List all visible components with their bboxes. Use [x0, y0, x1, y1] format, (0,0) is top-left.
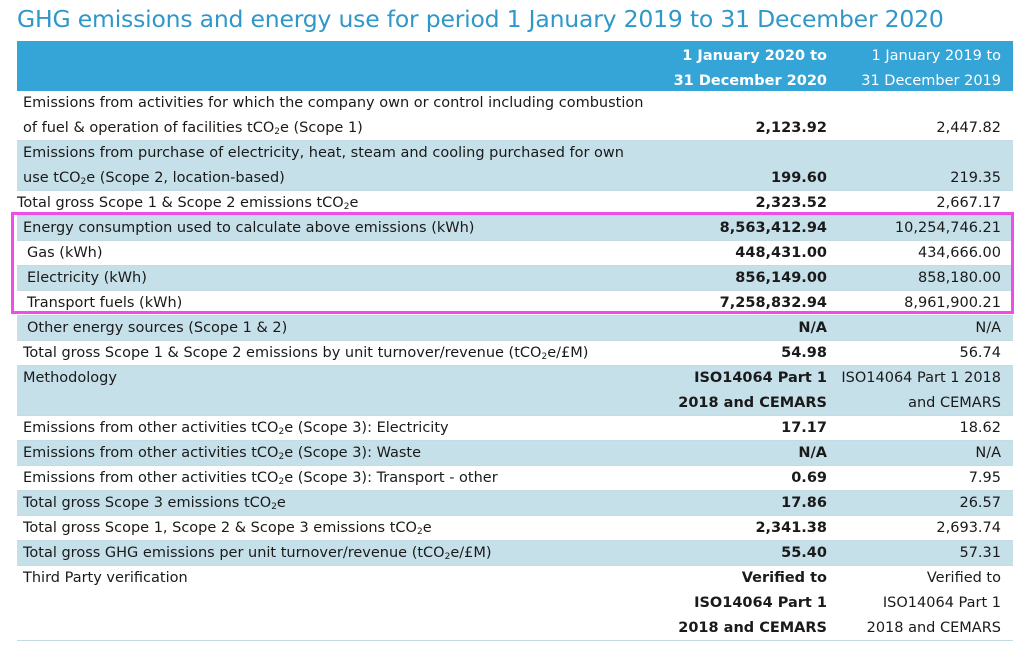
- value-2019: 858,180.00: [917, 270, 1001, 286]
- row-label: Total gross Scope 1 & Scope 2 emissions …: [17, 195, 359, 212]
- row-label: Total gross GHG emissions per unit turno…: [23, 545, 492, 562]
- value-2020: 55.40: [781, 545, 827, 561]
- value-2019: 2,447.82: [936, 120, 1001, 136]
- value-2020: 8,563,412.94: [719, 220, 827, 236]
- value-2019: 2,693.74: [936, 520, 1001, 536]
- row-label: Energy consumption used to calculate abo…: [23, 220, 475, 236]
- table-row: Total gross Scope 1 & Scope 2 emissions …: [17, 341, 1013, 366]
- row-label: Emissions from other activities tCO2e (S…: [23, 470, 498, 487]
- table-row: Emissions from other activities tCO2e (S…: [17, 466, 1013, 491]
- table-row: Emissions from activities for which the …: [17, 91, 1013, 141]
- value-2020: ISO14064 Part 1 2018 and CEMARS: [678, 370, 827, 411]
- table-row: Emissions from other activities tCO2e (S…: [17, 416, 1013, 441]
- table-row: Gas (kWh) 448,431.00 434,666.00: [17, 241, 1013, 266]
- header-2020: 1 January 2020 to 31 December 2020: [673, 48, 827, 89]
- row-label: Other energy sources (Scope 1 & 2): [27, 320, 288, 336]
- value-2020: 0.69: [791, 470, 827, 486]
- row-label: Emissions from other activities tCO2e (S…: [23, 420, 449, 437]
- row-label: Gas (kWh): [27, 245, 103, 261]
- table-row: Electricity (kWh) 856,149.00 858,180.00: [17, 266, 1013, 291]
- value-2019: 18.62: [959, 420, 1001, 436]
- row-label: Emissions from activities for which the …: [23, 95, 644, 137]
- value-2020: 2,123.92: [755, 120, 827, 136]
- value-2020: Verified to ISO14064 Part 1 2018 and CEM…: [678, 570, 827, 636]
- table-row: Total gross Scope 1 & Scope 2 emissions …: [17, 191, 1013, 216]
- page-title: GHG emissions and energy use for period …: [17, 5, 944, 33]
- table-row: Emissions from other activities tCO2e (S…: [17, 441, 1013, 466]
- value-2019: 2,667.17: [936, 195, 1001, 211]
- header-2019: 1 January 2019 to 31 December 2019: [861, 48, 1001, 89]
- value-2019: 57.31: [959, 545, 1001, 561]
- table-bottom-rule: [17, 640, 1013, 641]
- row-label: Electricity (kWh): [27, 270, 147, 286]
- row-label: Emissions from purchase of electricity, …: [23, 145, 624, 187]
- value-2019: 56.74: [959, 345, 1001, 361]
- value-2019: 219.35: [950, 170, 1001, 186]
- value-2020: N/A: [798, 320, 827, 336]
- value-2019: 10,254,746.21: [894, 220, 1001, 236]
- value-2020: 7,258,832.94: [719, 295, 827, 311]
- row-label: Third Party verification: [23, 570, 188, 586]
- table-row: Energy consumption used to calculate abo…: [17, 216, 1013, 241]
- row-label: Total gross Scope 3 emissions tCO2e: [23, 495, 286, 512]
- value-2020: 17.17: [781, 420, 827, 436]
- value-2020: N/A: [798, 445, 827, 461]
- table-row: Third Party verification Verified to ISO…: [17, 566, 1013, 641]
- row-label: Total gross Scope 1, Scope 2 & Scope 3 e…: [23, 520, 432, 537]
- value-2020: 17.86: [781, 495, 827, 511]
- table-row: Total gross Scope 1, Scope 2 & Scope 3 e…: [17, 516, 1013, 541]
- table-row: Emissions from purchase of electricity, …: [17, 141, 1013, 191]
- value-2019: Verified to ISO14064 Part 1 2018 and CEM…: [866, 570, 1001, 636]
- row-label: Methodology: [23, 370, 117, 386]
- table-row: Transport fuels (kWh) 7,258,832.94 8,961…: [17, 291, 1013, 316]
- row-label: Total gross Scope 1 & Scope 2 emissions …: [23, 345, 589, 362]
- value-2019: N/A: [975, 445, 1001, 461]
- value-2019: 8,961,900.21: [904, 295, 1001, 311]
- value-2020: 2,323.52: [755, 195, 827, 211]
- table-row: Methodology ISO14064 Part 1 2018 and CEM…: [17, 366, 1013, 416]
- value-2019: 26.57: [959, 495, 1001, 511]
- table-header: 1 January 2020 to 31 December 2020 1 Jan…: [17, 41, 1013, 91]
- row-label: Emissions from other activities tCO2e (S…: [23, 445, 422, 462]
- value-2019: 7.95: [968, 470, 1001, 486]
- value-2020: 856,149.00: [735, 270, 827, 286]
- value-2020: 448,431.00: [735, 245, 827, 261]
- table-row: Total gross GHG emissions per unit turno…: [17, 541, 1013, 566]
- value-2020: 199.60: [771, 170, 827, 186]
- value-2019: ISO14064 Part 1 2018 and CEMARS: [841, 370, 1001, 411]
- value-2020: 54.98: [781, 345, 827, 361]
- table-row: Other energy sources (Scope 1 & 2) N/A N…: [17, 316, 1013, 341]
- row-label: Transport fuels (kWh): [27, 295, 183, 311]
- ghg-table: 1 January 2020 to 31 December 2020 1 Jan…: [17, 41, 1013, 641]
- value-2020: 2,341.38: [755, 520, 827, 536]
- table-row: Total gross Scope 3 emissions tCO2e 17.8…: [17, 491, 1013, 516]
- value-2019: N/A: [975, 320, 1001, 336]
- value-2019: 434,666.00: [917, 245, 1001, 261]
